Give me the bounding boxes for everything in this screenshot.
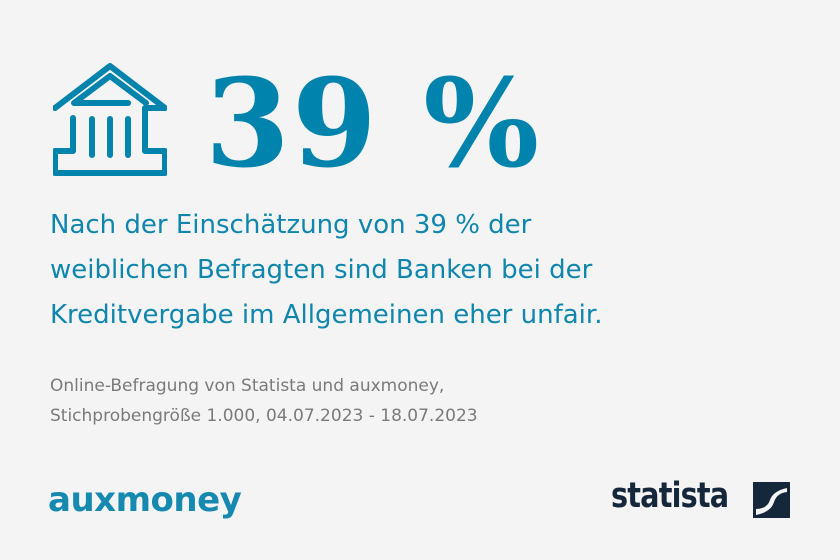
source-note: Online-Befragung von Statista und auxmon… bbox=[50, 371, 478, 431]
headline-line: Kreditvergabe im Allgemeinen eher unfair… bbox=[50, 300, 603, 330]
headline-line: Nach der Einschätzung von 39 % der bbox=[50, 210, 532, 240]
headline-line: weiblichen Befragten sind Banken bei der bbox=[50, 255, 593, 285]
statista-logo: statista bbox=[611, 476, 729, 516]
statista-logo-mark-icon bbox=[753, 482, 790, 518]
headline-text: Nach der Einschätzung von 39 % der weibl… bbox=[50, 203, 810, 338]
headline-figure: 39 % bbox=[205, 51, 542, 195]
bank-building-icon bbox=[53, 63, 167, 176]
source-line: Online-Befragung von Statista und auxmon… bbox=[50, 376, 445, 396]
source-line: Stichprobengröße 1.000, 04.07.2023 - 18.… bbox=[50, 406, 478, 426]
auxmoney-logo: auxmoney bbox=[48, 480, 242, 520]
